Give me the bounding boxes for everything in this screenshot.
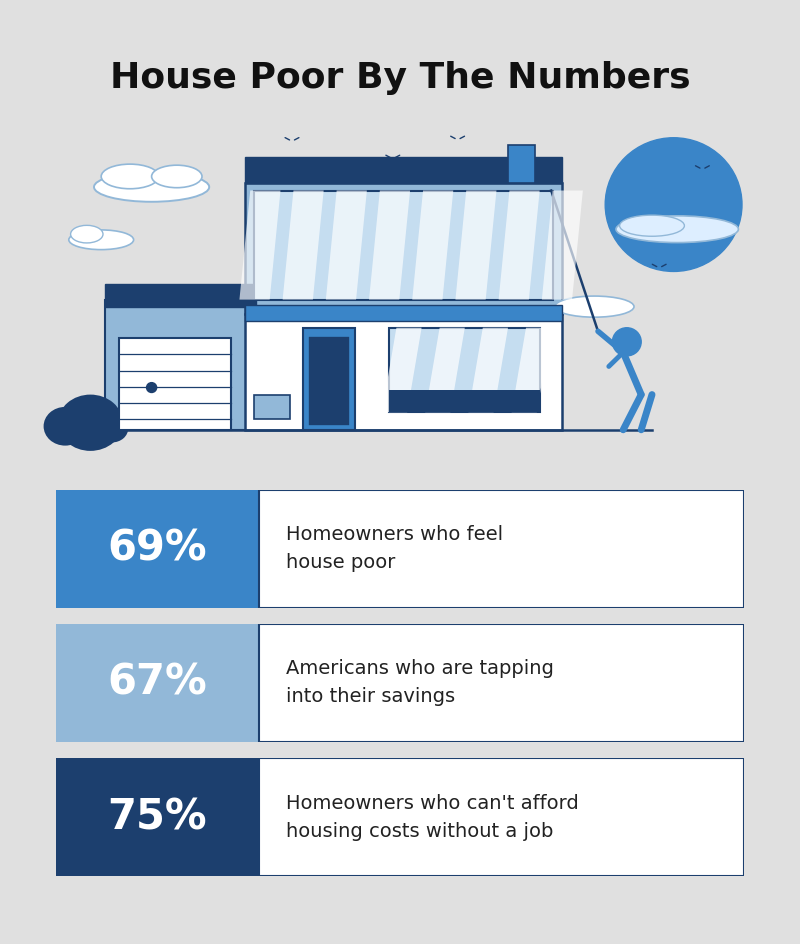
Ellipse shape: [101, 164, 158, 189]
Polygon shape: [426, 328, 465, 413]
Polygon shape: [369, 191, 410, 299]
Ellipse shape: [70, 226, 103, 243]
Bar: [508, 144, 535, 183]
Polygon shape: [542, 191, 583, 299]
Polygon shape: [239, 191, 281, 299]
Polygon shape: [469, 328, 508, 413]
Bar: [389, 328, 541, 413]
Bar: [56, 490, 259, 608]
Text: Homeowners who can't afford
housing costs without a job: Homeowners who can't afford housing cost…: [286, 794, 579, 840]
Text: 67%: 67%: [108, 662, 207, 704]
Ellipse shape: [555, 296, 634, 317]
Text: 69%: 69%: [108, 528, 207, 570]
Text: House Poor By The Numbers: House Poor By The Numbers: [110, 60, 690, 94]
Ellipse shape: [620, 215, 685, 236]
Bar: [308, 336, 350, 427]
Bar: [302, 328, 354, 430]
Ellipse shape: [152, 165, 202, 188]
Ellipse shape: [44, 407, 87, 446]
Bar: [119, 338, 231, 430]
Bar: [254, 395, 290, 419]
Polygon shape: [512, 328, 551, 413]
Ellipse shape: [58, 395, 123, 451]
Circle shape: [146, 382, 157, 393]
Ellipse shape: [616, 216, 738, 243]
Bar: [389, 390, 541, 413]
Circle shape: [606, 138, 742, 272]
Bar: [246, 157, 562, 183]
Ellipse shape: [69, 230, 134, 249]
Polygon shape: [326, 191, 367, 299]
Ellipse shape: [94, 172, 210, 202]
Polygon shape: [412, 191, 454, 299]
Bar: [246, 305, 562, 321]
Bar: [56, 758, 259, 876]
Polygon shape: [498, 191, 540, 299]
Bar: [105, 284, 256, 307]
Text: 75%: 75%: [108, 796, 207, 838]
Polygon shape: [282, 191, 324, 299]
Polygon shape: [382, 328, 422, 413]
Bar: [246, 183, 562, 313]
Circle shape: [613, 328, 642, 356]
Text: Homeowners who feel
house poor: Homeowners who feel house poor: [286, 526, 504, 572]
Bar: [254, 191, 554, 299]
Polygon shape: [455, 191, 497, 299]
Bar: [56, 624, 259, 742]
Bar: [246, 313, 562, 430]
Bar: [105, 299, 249, 430]
Ellipse shape: [96, 414, 128, 443]
Text: Americans who are tapping
into their savings: Americans who are tapping into their sav…: [286, 660, 554, 706]
